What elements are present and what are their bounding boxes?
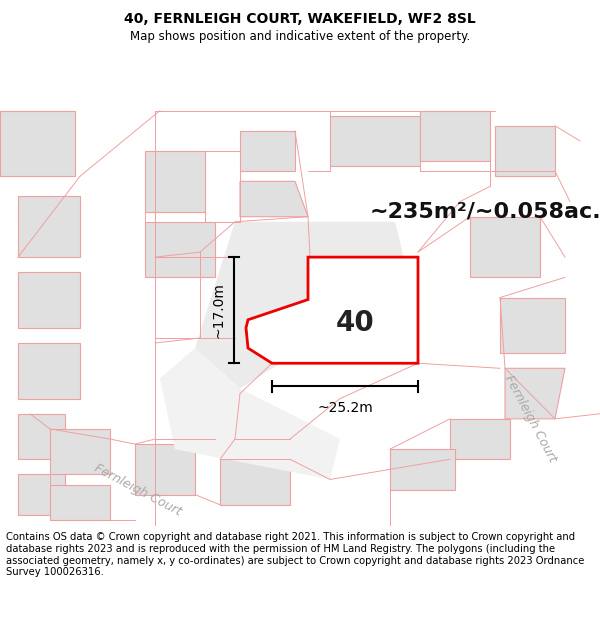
Polygon shape [145,222,215,278]
Text: Map shows position and indicative extent of the property.: Map shows position and indicative extent… [130,30,470,43]
Text: 40, FERNLEIGH COURT, WAKEFIELD, WF2 8SL: 40, FERNLEIGH COURT, WAKEFIELD, WF2 8SL [124,12,476,26]
Polygon shape [0,111,75,176]
Polygon shape [240,181,308,217]
Polygon shape [246,257,418,363]
Polygon shape [390,449,455,489]
Text: Contains OS data © Crown copyright and database right 2021. This information is : Contains OS data © Crown copyright and d… [6,532,584,578]
Text: 40: 40 [335,309,374,337]
Polygon shape [50,429,110,474]
Polygon shape [500,298,565,353]
Polygon shape [495,126,555,176]
Polygon shape [330,116,420,166]
Text: ~17.0m: ~17.0m [212,282,226,338]
Polygon shape [145,151,205,212]
Polygon shape [18,272,80,328]
Polygon shape [18,414,65,459]
Text: Fernleigh Court: Fernleigh Court [92,461,184,518]
Polygon shape [195,222,410,389]
Polygon shape [18,343,80,399]
Text: ~25.2m: ~25.2m [317,401,373,414]
Polygon shape [18,196,80,257]
Polygon shape [450,419,510,459]
Polygon shape [470,217,540,278]
Polygon shape [50,484,110,520]
Polygon shape [240,131,295,171]
Polygon shape [160,348,340,479]
Polygon shape [220,459,290,505]
Text: Fernleigh Court: Fernleigh Court [502,373,559,464]
Polygon shape [420,111,490,161]
Text: ~235m²/~0.058ac.: ~235m²/~0.058ac. [370,202,600,222]
Polygon shape [135,444,195,494]
Polygon shape [18,474,65,515]
Polygon shape [505,368,565,419]
